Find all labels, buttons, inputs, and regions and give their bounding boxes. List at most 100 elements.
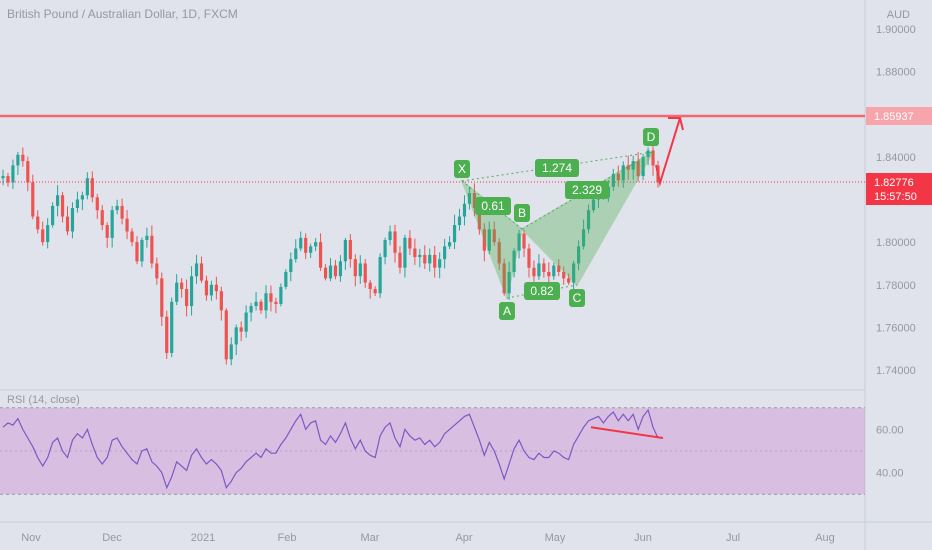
candle-body [51, 205, 55, 226]
candle-body [348, 239, 352, 260]
candle-body [517, 233, 521, 251]
candle-body [16, 154, 20, 166]
candle-body [90, 178, 94, 198]
candle-body [175, 282, 179, 302]
candle-body [224, 310, 228, 360]
candle-body [130, 231, 134, 243]
chart-title: British Pound / Australian Dollar, 1D, F… [7, 7, 238, 21]
time-tick-label: Apr [455, 532, 472, 544]
candle-body [472, 193, 477, 209]
time-tick-label: Feb [278, 532, 297, 544]
candle-body [60, 195, 65, 217]
candles [1, 143, 660, 366]
candle-body [383, 239, 387, 258]
candle-body [651, 150, 655, 166]
candle-body [75, 199, 80, 209]
pattern-point-badge [643, 128, 659, 146]
time-tick-label: Jul [726, 532, 740, 544]
candle-body [105, 225, 109, 238]
pattern-point-label: X [458, 162, 466, 176]
candle-body [309, 246, 313, 253]
candle-body [433, 254, 437, 268]
candle-body [165, 316, 169, 353]
candle-body [95, 197, 99, 211]
candle-body [452, 225, 457, 243]
pattern-point-badge [514, 204, 530, 222]
candle-body [26, 161, 30, 183]
candle-body [621, 165, 625, 181]
resistance-price-text: 1.85937 [874, 111, 914, 123]
candle-body [259, 301, 263, 311]
candle-body [507, 271, 511, 294]
candle-body [527, 248, 531, 268]
candle-body [314, 242, 318, 247]
price-tick-label: 1.84000 [876, 152, 916, 164]
time-tick-label: May [545, 532, 566, 544]
candle-body [11, 165, 15, 183]
candle-body [522, 233, 526, 249]
candle-body [140, 239, 144, 262]
candle-body [462, 203, 467, 217]
candle-body [219, 291, 223, 311]
candle-body [284, 271, 288, 287]
candle-body [368, 282, 372, 290]
candle-body [85, 178, 89, 196]
candle-body [636, 161, 640, 177]
candle-body [294, 248, 298, 260]
candle-body [110, 210, 114, 238]
candle-body [443, 246, 447, 260]
pattern-point-label: C [573, 291, 582, 305]
projection-arrow-head [668, 117, 684, 131]
pattern-point-label: D [647, 130, 656, 144]
overlays: 1.85937 1.82776 15:57:50 X A B C D 0.61 0.82 1.274… [0, 107, 932, 320]
candle-body [358, 263, 362, 277]
candle-body [408, 237, 412, 249]
candle-body [438, 259, 442, 268]
candle-body [403, 237, 407, 268]
candle-body [353, 259, 357, 277]
candle-body [184, 289, 189, 307]
axes: 1.90000 1.88000 1.84000 1.80000 1.78000 1.760… [21, 24, 916, 544]
candle-body [447, 242, 452, 247]
candle-body [398, 252, 402, 268]
candle-body [36, 216, 40, 230]
candle-body [646, 150, 650, 157]
candle-body [209, 284, 214, 296]
candle-body [199, 263, 204, 281]
candle-body [115, 205, 119, 211]
candle-body [249, 306, 253, 313]
candle-body [552, 265, 556, 277]
candle-body [457, 216, 462, 226]
candle-body [567, 278, 571, 283]
candle-body [562, 271, 566, 279]
pattern-ratio-badge [565, 181, 609, 199]
candle-body [254, 301, 258, 307]
resistance-price-tag [866, 107, 932, 125]
candle-body [343, 239, 347, 262]
rsi-tick-label: 60.00 [876, 424, 904, 436]
candle-body [1, 176, 5, 179]
pattern-ratio-badge [535, 159, 579, 177]
candle-body [80, 195, 84, 200]
candle-body [482, 229, 486, 251]
candle-body [502, 263, 506, 294]
rsi-label: RSI (14, close) [7, 394, 80, 406]
candle-body [125, 218, 129, 232]
countdown-text: 15:57:50 [874, 191, 917, 203]
candle-body [423, 254, 427, 264]
candle-body [160, 278, 164, 317]
pattern-ratio-badge [524, 282, 560, 300]
candle-body [70, 208, 75, 232]
candle-body [214, 284, 218, 292]
price-tick-label: 1.74000 [876, 365, 916, 377]
candle-body [150, 235, 154, 264]
candle-body [547, 271, 551, 277]
candle-body [269, 293, 273, 302]
candle-body [373, 289, 377, 294]
candle-body [413, 248, 417, 258]
candle-body [6, 176, 10, 183]
candle-body [577, 246, 581, 264]
price-tick-label: 1.88000 [876, 67, 916, 79]
